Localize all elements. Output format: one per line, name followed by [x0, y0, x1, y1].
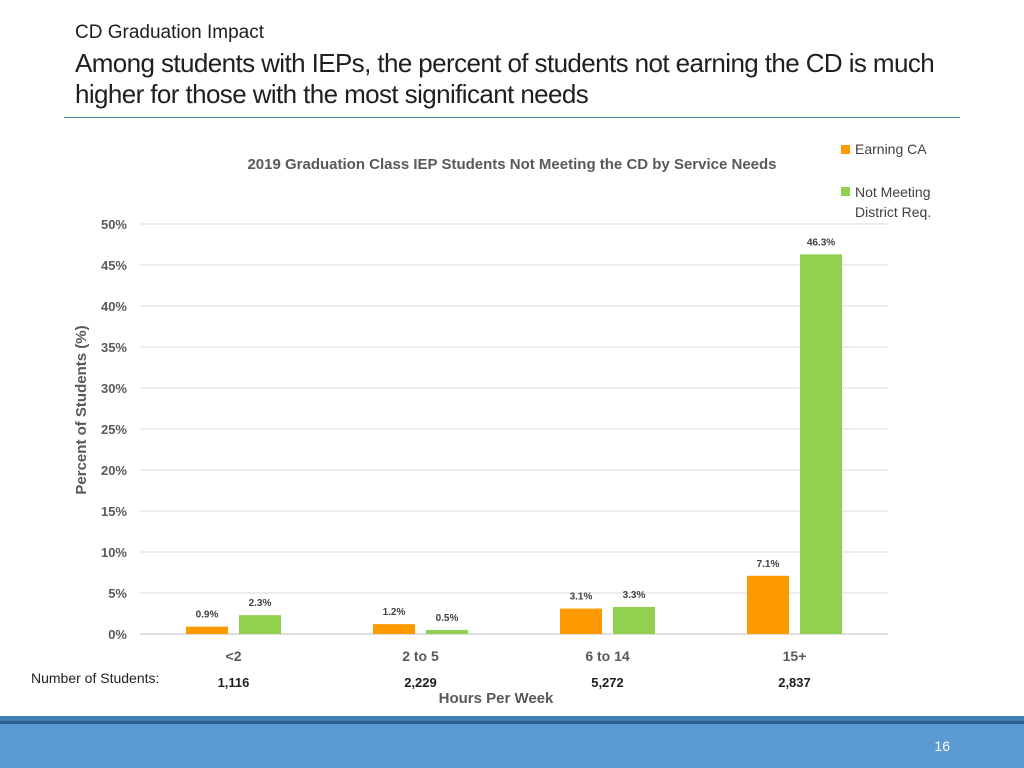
bar-not-meeting [800, 254, 842, 634]
data-label: 0.9% [196, 610, 219, 621]
bar-not-meeting [239, 615, 281, 634]
legend-label-earning: Earning CA [855, 141, 927, 157]
student-counts: 1,116 2,229 5,272 2,837 [218, 675, 811, 690]
gridlines [140, 223, 888, 635]
legend-swatch-earning [841, 145, 850, 154]
x-axis-title: Hours Per Week [439, 690, 554, 707]
footer-dark-line [0, 721, 1024, 724]
x-category-labels: <2 2 to 5 6 to 14 15+ [226, 648, 807, 664]
bar-earning [747, 575, 789, 634]
x-category-label: 15+ [783, 648, 807, 664]
student-count: 5,272 [591, 675, 624, 690]
data-labels: 0.9% 2.3% 1.2% 0.5% 3.1% 3.3% 7.1% 46.3% [196, 237, 836, 624]
y-tick-labels: 0% 5% 10% 15% 20% 25% 30% 35% 40% 45% 50% [101, 217, 127, 642]
x-category-label: 6 to 14 [585, 648, 630, 664]
student-count: 2,229 [404, 675, 437, 690]
slide-subtitle: CD Graduation Impact [75, 22, 265, 43]
legend-swatch-not-meeting [841, 187, 850, 196]
bar-earning [186, 626, 228, 634]
data-label: 1.2% [383, 607, 406, 618]
student-count: 2,837 [778, 675, 811, 690]
bar-earning [373, 624, 415, 634]
footer-band [0, 716, 1024, 768]
bars [186, 254, 842, 634]
y-tick-label: 20% [101, 463, 127, 478]
data-label: 3.3% [623, 590, 646, 601]
page-number: 16 [934, 738, 950, 754]
y-tick-label: 15% [101, 504, 127, 519]
y-tick-label: 40% [101, 299, 127, 314]
y-tick-label: 35% [101, 340, 127, 355]
y-tick-label: 30% [101, 381, 127, 396]
data-label: 7.1% [757, 559, 780, 570]
y-tick-label: 50% [101, 217, 127, 232]
y-tick-label: 5% [108, 586, 127, 601]
chart-title: 2019 Graduation Class IEP Students Not M… [247, 156, 776, 173]
student-count: 1,116 [218, 675, 250, 690]
legend: Earning CA Not Meeting District Req. [841, 141, 934, 220]
x-category-label: <2 [226, 648, 242, 664]
x-category-label: 2 to 5 [402, 648, 439, 664]
data-label: 2.3% [249, 598, 272, 609]
bar-not-meeting [613, 606, 655, 634]
title-divider [64, 117, 960, 118]
bar-chart: 0% 5% 10% 15% 20% 25% 30% 35% 40% 45% 50% 0.9% 2.3%… [31, 141, 934, 707]
slide-title: Among students with IEPs, the percent of… [75, 48, 935, 109]
bar-earning [560, 608, 602, 634]
y-tick-label: 25% [101, 422, 127, 437]
y-tick-label: 0% [108, 627, 127, 642]
y-tick-label: 45% [101, 258, 127, 273]
legend-label-not-meeting: Not Meeting District Req. [855, 184, 934, 220]
footer-accent-line [0, 716, 1024, 721]
data-label: 3.1% [570, 592, 593, 603]
y-axis-title: Percent of Students (%) [73, 325, 90, 494]
data-label: 46.3% [807, 237, 835, 248]
students-label: Number of Students: [31, 670, 159, 686]
y-tick-label: 10% [101, 545, 127, 560]
data-label: 0.5% [436, 613, 459, 624]
bar-not-meeting [426, 629, 468, 634]
